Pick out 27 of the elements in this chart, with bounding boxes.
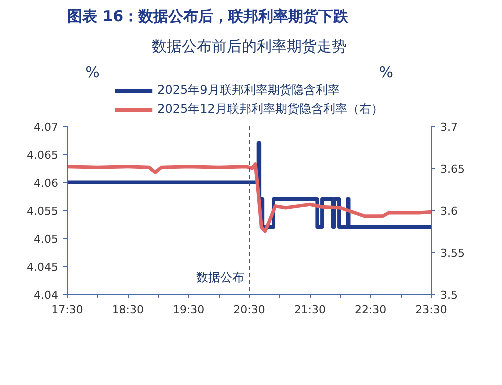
x-tick-label: 21:30 [294,304,326,316]
legend-label: 2025年12月联邦利率期货隐含利率（右） [158,101,384,118]
y-tick-label: 4.07 [34,121,59,134]
x-tick-label: 17:30 [52,304,84,316]
line-series [68,162,432,234]
legend-label: 2025年9月联邦利率期货隐含利率 [158,82,340,99]
y-tick-label: 4.045 [27,261,59,274]
x-tick-label: 19:30 [172,304,205,316]
y2-axis-title: % [379,64,394,82]
x-tick-label: 22:30 [354,304,387,316]
y-axis-title: % [86,64,100,82]
y2-tick-label: 3.6 [440,205,458,218]
y2-tick-label: 3.7 [440,121,458,134]
x-tick-label: 20:30 [234,304,266,316]
y-tick-label: 4.04 [34,289,59,302]
chart-subtitle: 数据公布前后的利率期货走势 [152,38,347,56]
y-tick-label: 4.05 [34,233,59,246]
y2-tick-label: 3.55 [440,247,465,260]
y-tick-label: 4.06 [34,177,59,190]
y-tick-label: 4.055 [27,205,59,218]
x-tick-label: 18:30 [112,304,144,316]
ref-line-label: 数据公布 [196,270,244,284]
y-tick-label: 4.065 [27,149,59,162]
chart-title: 图表 16：数据公布后，联邦利率期货下跌 [68,8,350,26]
y2-tick-label: 3.65 [440,163,465,176]
y2-tick-label: 3.5 [440,289,458,302]
x-tick-label: 23:30 [416,304,448,316]
